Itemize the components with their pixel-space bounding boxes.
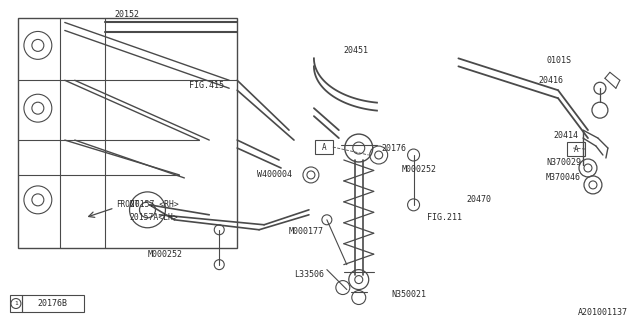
Text: 20157 <RH>: 20157 <RH>: [129, 200, 179, 209]
Text: M000177: M000177: [289, 227, 324, 236]
Text: 1: 1: [14, 301, 18, 306]
Bar: [18, 19, 237, 248]
Text: 20176: 20176: [381, 144, 406, 153]
Text: M370046: M370046: [546, 173, 581, 182]
Text: 0101S: 0101S: [546, 56, 571, 65]
Text: A: A: [321, 142, 326, 152]
Text: 20470: 20470: [467, 196, 492, 204]
Text: A201001137: A201001137: [578, 308, 628, 317]
Text: FRONT: FRONT: [116, 200, 140, 209]
Text: 20157A<LH>: 20157A<LH>: [129, 213, 179, 222]
Text: W400004: W400004: [257, 171, 292, 180]
Bar: [315, 140, 333, 154]
Text: 20414: 20414: [553, 131, 578, 140]
Text: M000252: M000252: [402, 165, 436, 174]
Bar: [22, 294, 84, 312]
Text: M000252: M000252: [147, 250, 182, 259]
Text: N350021: N350021: [392, 290, 427, 299]
Text: N370029: N370029: [546, 158, 581, 167]
Bar: [10, 294, 22, 312]
Bar: [567, 142, 585, 156]
Text: 20416: 20416: [538, 76, 563, 85]
Text: 20152: 20152: [115, 10, 140, 19]
Text: FIG.415: FIG.415: [189, 81, 225, 90]
Text: 20176B: 20176B: [38, 299, 68, 308]
Text: L33506: L33506: [294, 270, 324, 279]
Text: FIG.211: FIG.211: [426, 213, 461, 222]
Text: A: A: [573, 145, 579, 154]
Text: 20451: 20451: [344, 46, 369, 55]
